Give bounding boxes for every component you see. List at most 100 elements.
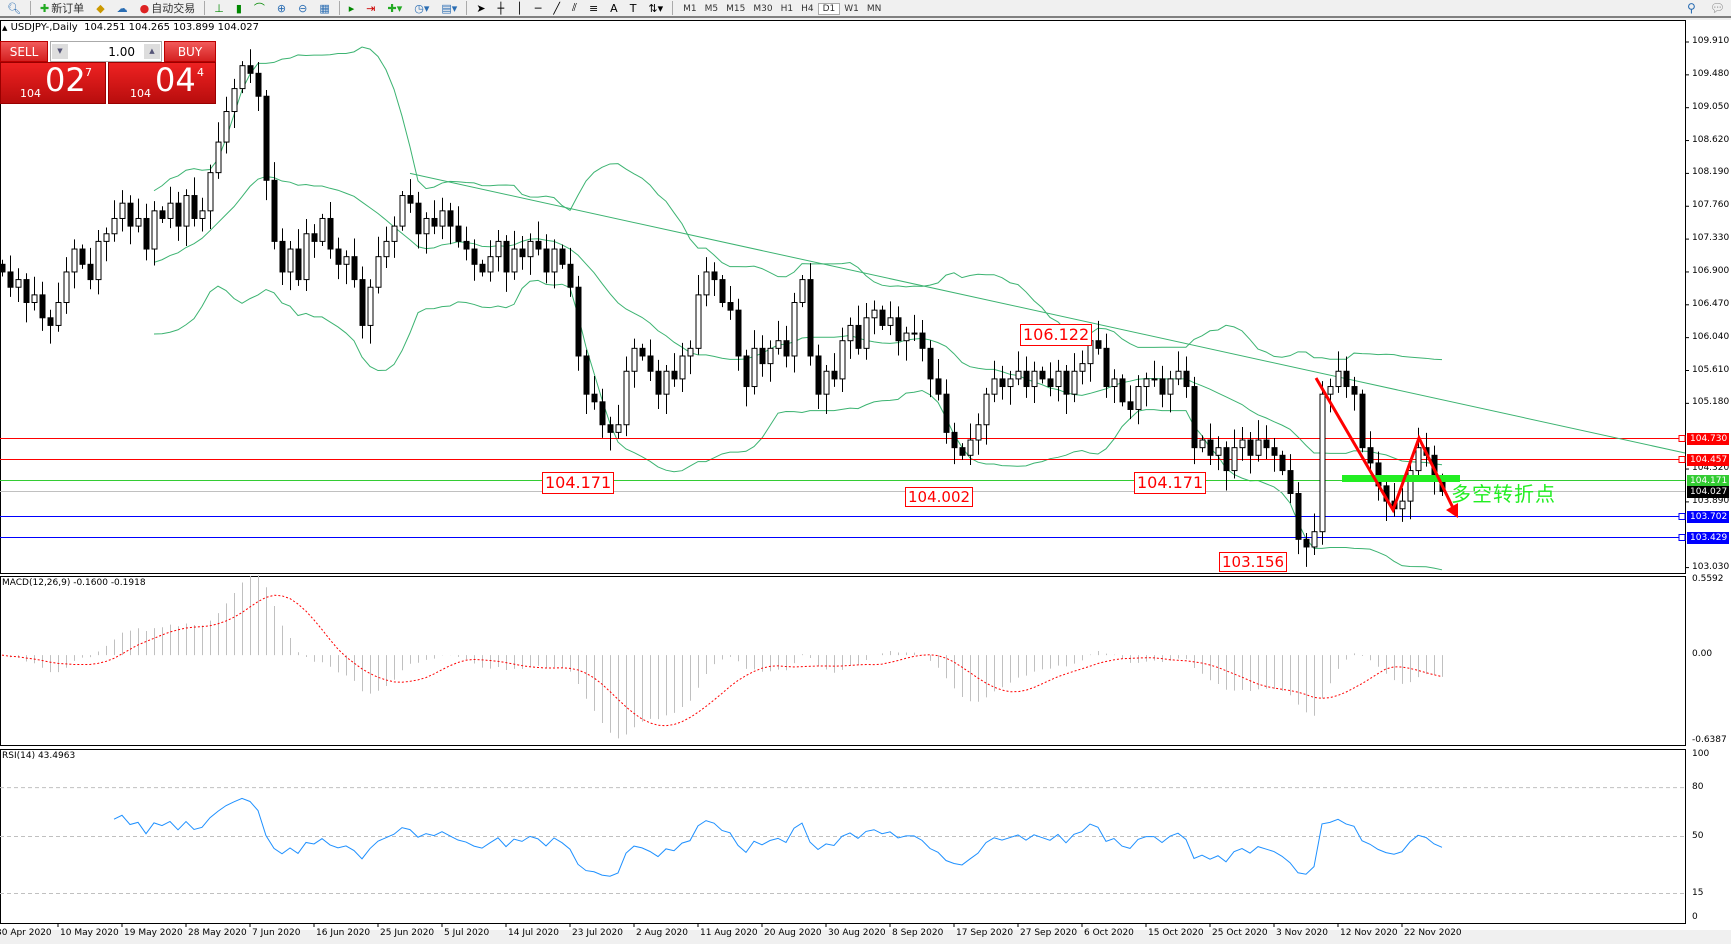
- channel-button[interactable]: ⫽: [569, 0, 580, 16]
- reversal-point-note[interactable]: 多空转折点: [1451, 482, 1556, 506]
- trendline-button[interactable]: ╱: [550, 0, 563, 16]
- chart-canvas[interactable]: [0, 20, 1731, 944]
- collapse-icon[interactable]: ▲: [2, 24, 8, 32]
- lot-decrease-icon[interactable]: ▼: [52, 44, 68, 59]
- timeframe-h4[interactable]: H4: [801, 3, 814, 14]
- candle-body: [999, 378, 1006, 388]
- text-button[interactable]: A: [607, 0, 621, 16]
- autoscroll-button[interactable]: ▸: [346, 0, 358, 16]
- candle-body: [1223, 447, 1230, 472]
- search-icon[interactable]: ⚲: [1686, 1, 1696, 15]
- candle: [495, 230, 502, 272]
- candle-body: [663, 370, 670, 395]
- candle-body: [223, 111, 230, 143]
- axis-label: 106.900: [1692, 265, 1730, 276]
- candle-body: [1367, 447, 1374, 464]
- candle-body: [367, 286, 374, 326]
- sell-button[interactable]: SELL: [0, 41, 48, 62]
- periods-button[interactable]: ◷▾: [411, 0, 432, 16]
- candle: [527, 233, 534, 275]
- candle: [183, 189, 190, 246]
- indicators-button[interactable]: ✚▾: [385, 0, 406, 16]
- candle-body: [623, 370, 630, 426]
- market-watch-button[interactable]: ◆: [93, 0, 107, 16]
- axis-label: 104.730: [1687, 432, 1729, 445]
- candlestick-button[interactable]: ▮: [233, 0, 245, 16]
- price-annotation[interactable]: 104.171: [542, 472, 615, 494]
- price-annotation[interactable]: 103.156: [1219, 552, 1288, 572]
- arrows-icon: ⇅▾: [648, 1, 664, 15]
- candle: [367, 279, 374, 344]
- timeframe-w1[interactable]: W1: [844, 3, 859, 14]
- candle: [391, 216, 398, 258]
- candle-body: [1183, 370, 1190, 388]
- templates-button[interactable]: ▤▾: [438, 0, 460, 16]
- signals-button[interactable]: ☁: [114, 0, 131, 16]
- price-annotation[interactable]: 104.171: [1134, 472, 1207, 494]
- lot-increase-icon[interactable]: ▲: [144, 44, 160, 59]
- candle-body: [111, 217, 118, 235]
- zoom-in-button[interactable]: ⊕: [274, 0, 289, 16]
- axis-label: 30 Apr 2020: [0, 928, 52, 938]
- candle-body: [807, 279, 814, 357]
- horizontal-line-button[interactable]: ─: [532, 0, 545, 16]
- timeframe-m5[interactable]: M5: [704, 3, 719, 14]
- timeframe-h1[interactable]: H1: [780, 3, 794, 14]
- macd-signal-line: [1, 594, 1443, 727]
- candle: [479, 259, 486, 277]
- price-annotation[interactable]: 104.002: [905, 487, 974, 507]
- candle: [567, 247, 574, 297]
- axis-label: 2 Aug 2020: [636, 928, 688, 938]
- candle: [103, 227, 110, 262]
- timeframe-m30[interactable]: M30: [753, 3, 773, 14]
- zoom-out-button[interactable]: ⊖: [295, 0, 310, 16]
- price-annotation[interactable]: 106.122: [1020, 324, 1093, 346]
- candle-body: [615, 424, 622, 433]
- arrows-button[interactable]: ⇅▾: [645, 0, 666, 16]
- profiles-button[interactable]: 🔍︎: [4, 0, 24, 16]
- lot-size-input[interactable]: ▼ 1.00 ▲: [50, 41, 162, 62]
- sell-price[interactable]: 104 02 7: [0, 61, 106, 104]
- candle: [1191, 376, 1198, 465]
- line-chart-button[interactable]: ⌒: [251, 0, 268, 16]
- candle-body: [735, 309, 742, 357]
- candle-body: [639, 347, 646, 357]
- bar-chart-button[interactable]: ⊥: [211, 0, 227, 16]
- candle: [751, 330, 758, 395]
- label-button[interactable]: T: [627, 0, 640, 16]
- candle-body: [63, 271, 70, 304]
- lot-value: 1.00: [108, 45, 135, 59]
- candle: [855, 305, 862, 355]
- buy-button[interactable]: BUY: [164, 41, 216, 62]
- chart-shift-button[interactable]: ⇥: [363, 0, 378, 16]
- candle-body: [935, 378, 942, 395]
- crosshair-button[interactable]: ┼: [495, 0, 508, 16]
- candle-body: [1415, 447, 1422, 472]
- fibonacci-button[interactable]: ≡: [586, 0, 601, 16]
- timeframe-mn[interactable]: MN: [866, 3, 882, 14]
- tile-windows-button[interactable]: ▦: [316, 0, 332, 16]
- cursor-button[interactable]: ➤: [473, 0, 488, 16]
- buy-price[interactable]: 104 04 4: [108, 61, 216, 104]
- auto-trading-button[interactable]: ● 自动交易: [137, 0, 199, 16]
- candle: [1287, 454, 1294, 504]
- candle-body: [7, 271, 14, 288]
- timeframe-d1[interactable]: D1: [817, 2, 841, 15]
- chat-icon[interactable]: 💬︎: [1709, 1, 1725, 15]
- new-order-button[interactable]: ✚ 新订单: [37, 0, 87, 16]
- candle: [879, 305, 886, 331]
- sell-price-fraction: 7: [85, 66, 92, 79]
- candle-body: [1055, 370, 1062, 388]
- candle-body: [1191, 386, 1198, 449]
- candle-body: [839, 340, 846, 380]
- chart-title: ▲ USDJPY-,Daily 104.251 104.265 103.899 …: [2, 22, 259, 33]
- timeframe-m1[interactable]: M1: [683, 3, 697, 14]
- candle-body: [327, 217, 334, 250]
- vertical-line-button[interactable]: │: [513, 0, 526, 16]
- candle: [1127, 385, 1134, 420]
- axis-label: 30 Aug 2020: [828, 928, 886, 938]
- candle: [679, 342, 686, 392]
- timeframe-m15[interactable]: M15: [726, 3, 746, 14]
- candle: [663, 364, 670, 415]
- candle: [615, 404, 622, 439]
